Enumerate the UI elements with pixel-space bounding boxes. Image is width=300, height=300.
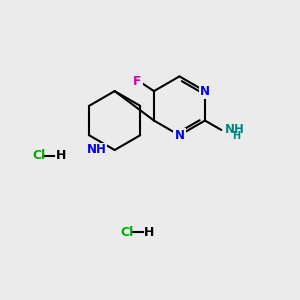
Text: Cl: Cl <box>121 226 134 239</box>
Text: NH: NH <box>86 143 106 157</box>
Text: F: F <box>133 75 142 88</box>
Text: Cl: Cl <box>32 149 46 162</box>
Text: H: H <box>232 131 240 141</box>
Text: H: H <box>56 149 66 162</box>
Text: N: N <box>200 85 210 98</box>
Text: N: N <box>174 129 184 142</box>
Text: NH: NH <box>225 123 245 136</box>
Text: H: H <box>144 226 154 239</box>
